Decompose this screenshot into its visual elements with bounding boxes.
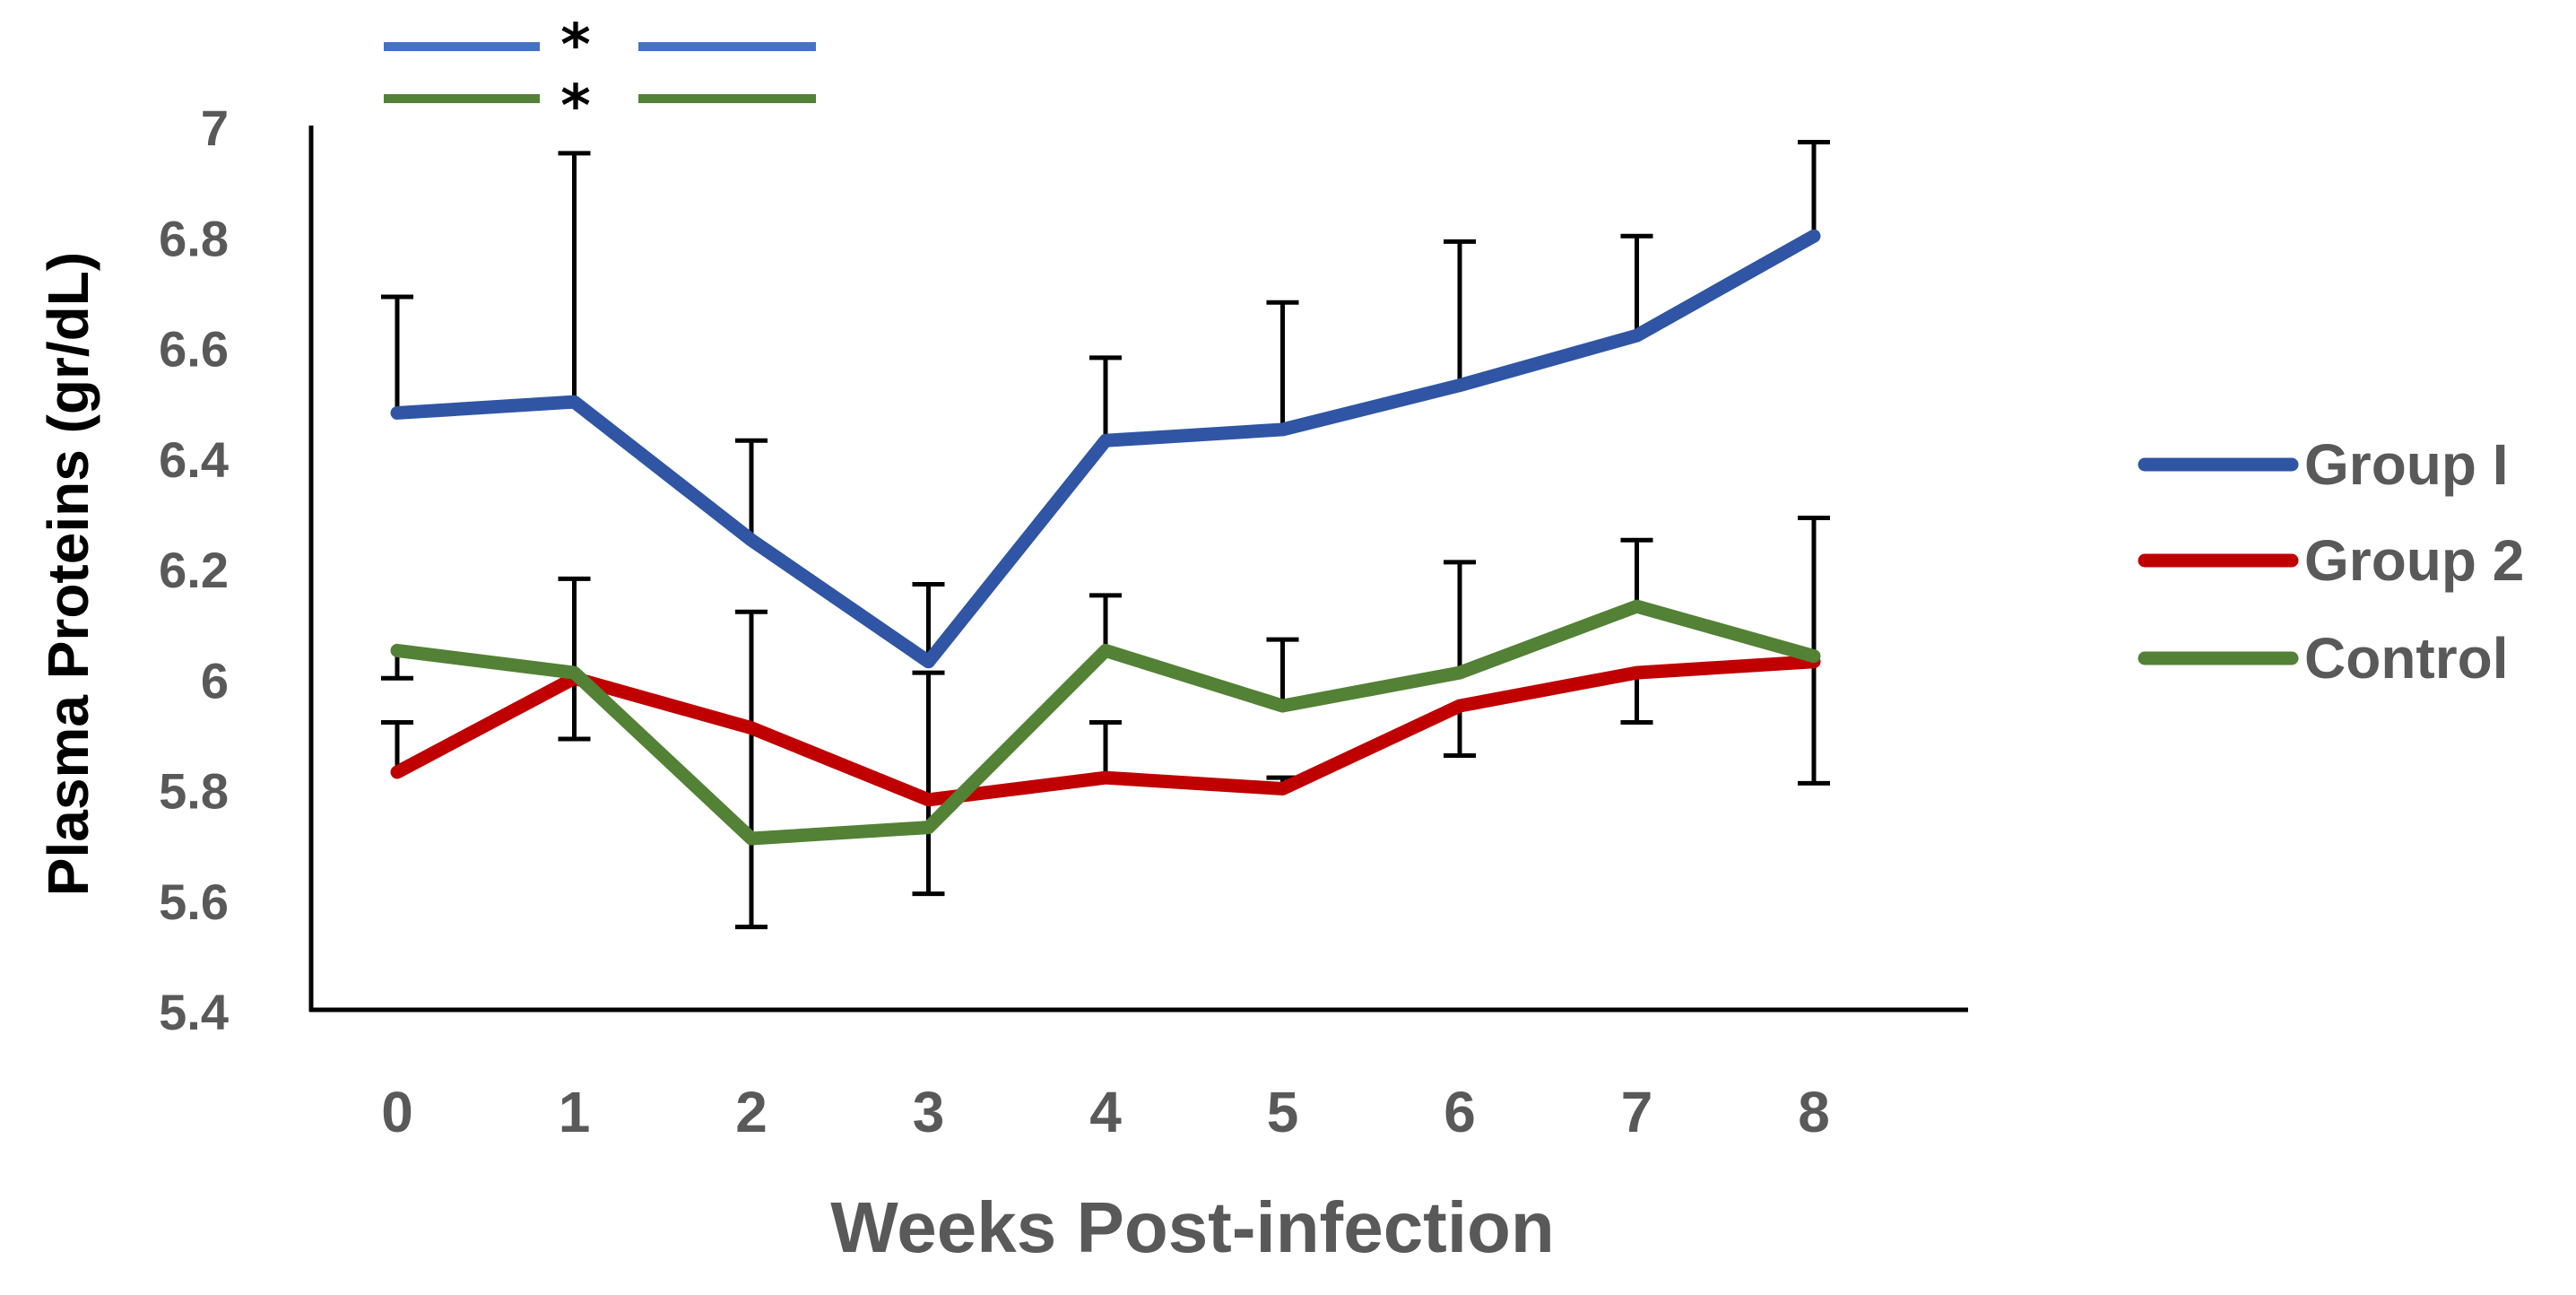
legend-label-group-1: Group I xyxy=(2304,432,2509,497)
legend-label-group-2: Group 2 xyxy=(2304,528,2524,593)
y-tick-label: 5.8 xyxy=(159,763,229,820)
y-tick-label: 6.8 xyxy=(159,210,229,266)
y-tick-labels: 5.4 5.6 5.8 6 6.2 6.4 6.6 6.8 7 xyxy=(159,100,229,1040)
sig-star-control: * xyxy=(560,74,590,140)
x-tick-label: 2 xyxy=(735,1080,768,1144)
x-tick-label: 1 xyxy=(559,1080,591,1144)
y-tick-label: 7 xyxy=(201,100,229,156)
error-bars xyxy=(381,139,1830,930)
x-tick-label: 8 xyxy=(1798,1080,1830,1144)
x-tick-labels: 0 1 2 3 4 5 6 7 8 xyxy=(381,1080,1830,1144)
x-tick-label: 6 xyxy=(1444,1080,1476,1144)
significance-markers: * * xyxy=(384,13,816,140)
y-tick-label: 5.6 xyxy=(159,873,229,930)
x-axis-title: Weeks Post-infection xyxy=(830,1187,1555,1267)
series-lines xyxy=(390,229,1821,846)
legend: Group I Group 2 Control xyxy=(2138,432,2524,691)
y-axis-title: Plasma Proteins (gr/dL) xyxy=(36,252,100,896)
sig-star-group1: * xyxy=(560,13,590,79)
x-tick-label: 7 xyxy=(1621,1080,1653,1144)
x-tick-label: 3 xyxy=(913,1080,945,1144)
x-tick-label: 0 xyxy=(381,1080,413,1144)
y-tick-label: 5.4 xyxy=(159,984,229,1040)
x-tick-label: 4 xyxy=(1089,1080,1122,1144)
y-tick-label: 6.6 xyxy=(159,321,229,378)
x-tick-label: 5 xyxy=(1267,1080,1299,1144)
legend-label-control: Control xyxy=(2304,626,2509,691)
y-tick-label: 6.2 xyxy=(159,542,229,598)
y-tick-label: 6 xyxy=(201,652,229,708)
y-tick-label: 6.4 xyxy=(159,431,229,488)
